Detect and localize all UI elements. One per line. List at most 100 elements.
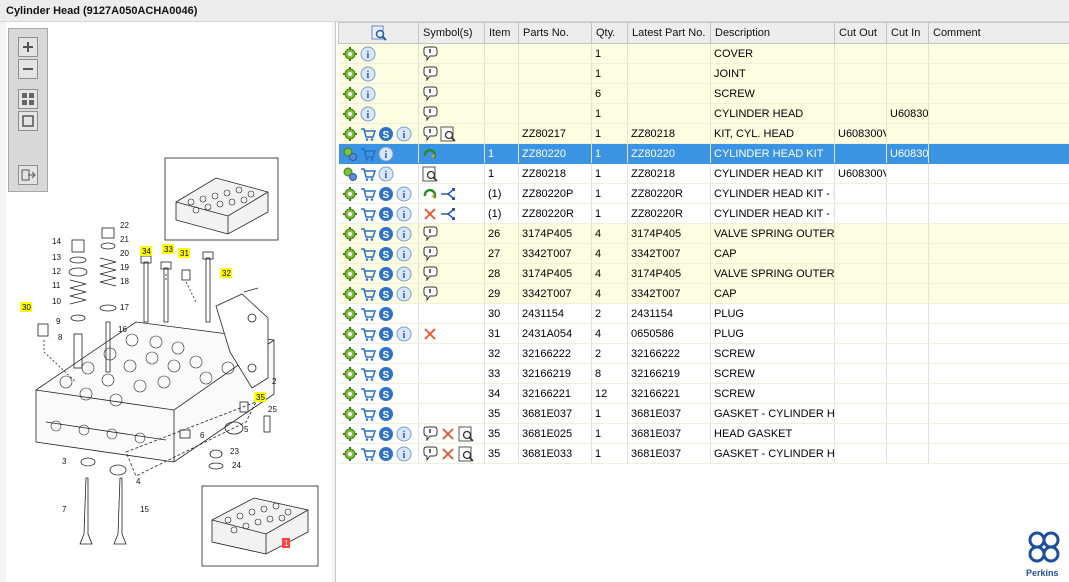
- search-icon[interactable]: [371, 25, 387, 41]
- comment-bubble-icon[interactable]: [422, 446, 438, 462]
- gear-icon[interactable]: [342, 286, 358, 302]
- table-row[interactable]: i 1 CYLINDER HEAD U60830: [338, 103, 1069, 124]
- supersession-icon[interactable]: S: [378, 426, 394, 442]
- table-row[interactable]: i 6 SCREW: [338, 83, 1069, 104]
- table-row[interactable]: S 32 32166222 2 32166222 SCREW: [338, 343, 1069, 364]
- comment-bubble-icon[interactable]: [422, 426, 438, 442]
- row-symbols[interactable]: [418, 303, 485, 324]
- info-icon[interactable]: i: [378, 146, 394, 162]
- info-icon[interactable]: i: [396, 446, 412, 462]
- row-symbols[interactable]: [418, 283, 485, 304]
- info-icon[interactable]: i: [396, 226, 412, 242]
- not-available-icon[interactable]: [440, 426, 456, 442]
- info-icon[interactable]: i: [396, 206, 412, 222]
- row-symbols[interactable]: [418, 123, 485, 144]
- cart-icon[interactable]: [360, 286, 376, 302]
- row-symbols[interactable]: [418, 183, 485, 204]
- not-available-icon[interactable]: [440, 446, 456, 462]
- row-symbols[interactable]: [418, 443, 485, 464]
- row-symbols[interactable]: [418, 383, 485, 404]
- supersession-icon[interactable]: S: [378, 326, 394, 342]
- column-cut-out[interactable]: Cut Out: [834, 22, 887, 44]
- supersession-icon[interactable]: S: [378, 386, 394, 402]
- gear-icon[interactable]: [342, 206, 358, 222]
- gear-icon[interactable]: [342, 66, 358, 82]
- gear-icon[interactable]: [342, 366, 358, 382]
- comment-bubble-icon[interactable]: [422, 46, 438, 62]
- row-action-icons[interactable]: i: [338, 143, 419, 164]
- gear-icon[interactable]: [342, 46, 358, 62]
- supersession-icon[interactable]: S: [378, 406, 394, 422]
- document-view-icon[interactable]: [422, 166, 438, 182]
- comment-bubble-icon[interactable]: [422, 66, 438, 82]
- supersession-icon[interactable]: S: [378, 186, 394, 202]
- table-row[interactable]: S 34 32166221 12 32166221 SCREW: [338, 383, 1069, 404]
- column-item[interactable]: Item: [484, 22, 519, 44]
- comment-bubble-icon[interactable]: [422, 286, 438, 302]
- row-symbols[interactable]: [418, 143, 485, 164]
- cart-icon[interactable]: [360, 306, 376, 322]
- comment-bubble-icon[interactable]: [422, 246, 438, 262]
- gear-icon[interactable]: [342, 326, 358, 342]
- info-icon[interactable]: i: [396, 266, 412, 282]
- supersession-icon[interactable]: S: [378, 446, 394, 462]
- info-icon[interactable]: i: [360, 86, 376, 102]
- cart-icon[interactable]: [360, 346, 376, 362]
- gears-icon[interactable]: [342, 146, 358, 162]
- row-symbols[interactable]: [418, 83, 485, 104]
- supersession-icon[interactable]: S: [378, 246, 394, 262]
- comment-bubble-icon[interactable]: [422, 266, 438, 282]
- row-action-icons[interactable]: i: [338, 83, 419, 104]
- table-row[interactable]: i 1 COVER: [338, 43, 1069, 64]
- zoom-out-icon[interactable]: [18, 59, 38, 79]
- row-symbols[interactable]: [418, 343, 485, 364]
- row-action-icons[interactable]: i: [338, 43, 419, 64]
- row-symbols[interactable]: [418, 223, 485, 244]
- row-symbols[interactable]: [418, 163, 485, 184]
- info-icon[interactable]: i: [396, 186, 412, 202]
- info-icon[interactable]: i: [360, 106, 376, 122]
- column-symbols[interactable]: Symbol(s): [418, 22, 485, 44]
- row-action-icons[interactable]: i: [338, 163, 419, 184]
- column-qty[interactable]: Qty.: [591, 22, 628, 44]
- info-icon[interactable]: i: [396, 126, 412, 142]
- interchangeable-icon[interactable]: [422, 146, 438, 162]
- cart-icon[interactable]: [360, 446, 376, 462]
- gear-icon[interactable]: [342, 306, 358, 322]
- row-action-icons[interactable]: S: [338, 383, 419, 404]
- row-action-icons[interactable]: i: [338, 103, 419, 124]
- cart-icon[interactable]: [360, 406, 376, 422]
- info-icon[interactable]: i: [360, 46, 376, 62]
- exploded-diagram[interactable]: 30 34 33 31 32 35 1 14 13 12 11 10 9 8 2…: [6, 22, 332, 582]
- info-icon[interactable]: i: [396, 326, 412, 342]
- row-symbols[interactable]: [418, 323, 485, 344]
- info-icon[interactable]: i: [396, 426, 412, 442]
- row-symbols[interactable]: [418, 203, 485, 224]
- row-symbols[interactable]: [418, 243, 485, 264]
- gear-icon[interactable]: [342, 266, 358, 282]
- gear-icon[interactable]: [342, 346, 358, 362]
- table-row[interactable]: S 30 2431154 2 2431154 PLUG: [338, 303, 1069, 324]
- gear-icon[interactable]: [342, 386, 358, 402]
- gear-icon[interactable]: [342, 446, 358, 462]
- cart-icon[interactable]: [360, 166, 376, 182]
- supersession-icon[interactable]: S: [378, 306, 394, 322]
- cart-icon[interactable]: [360, 226, 376, 242]
- column-cut-in[interactable]: Cut In: [886, 22, 929, 44]
- table-row[interactable]: S 33 32166219 8 32166219 SCREW: [338, 363, 1069, 384]
- cart-icon[interactable]: [360, 386, 376, 402]
- supersession-icon[interactable]: S: [378, 226, 394, 242]
- info-icon[interactable]: i: [396, 286, 412, 302]
- gear-icon[interactable]: [342, 126, 358, 142]
- gear-icon[interactable]: [342, 226, 358, 242]
- supersession-icon[interactable]: S: [378, 266, 394, 282]
- cart-icon[interactable]: [360, 266, 376, 282]
